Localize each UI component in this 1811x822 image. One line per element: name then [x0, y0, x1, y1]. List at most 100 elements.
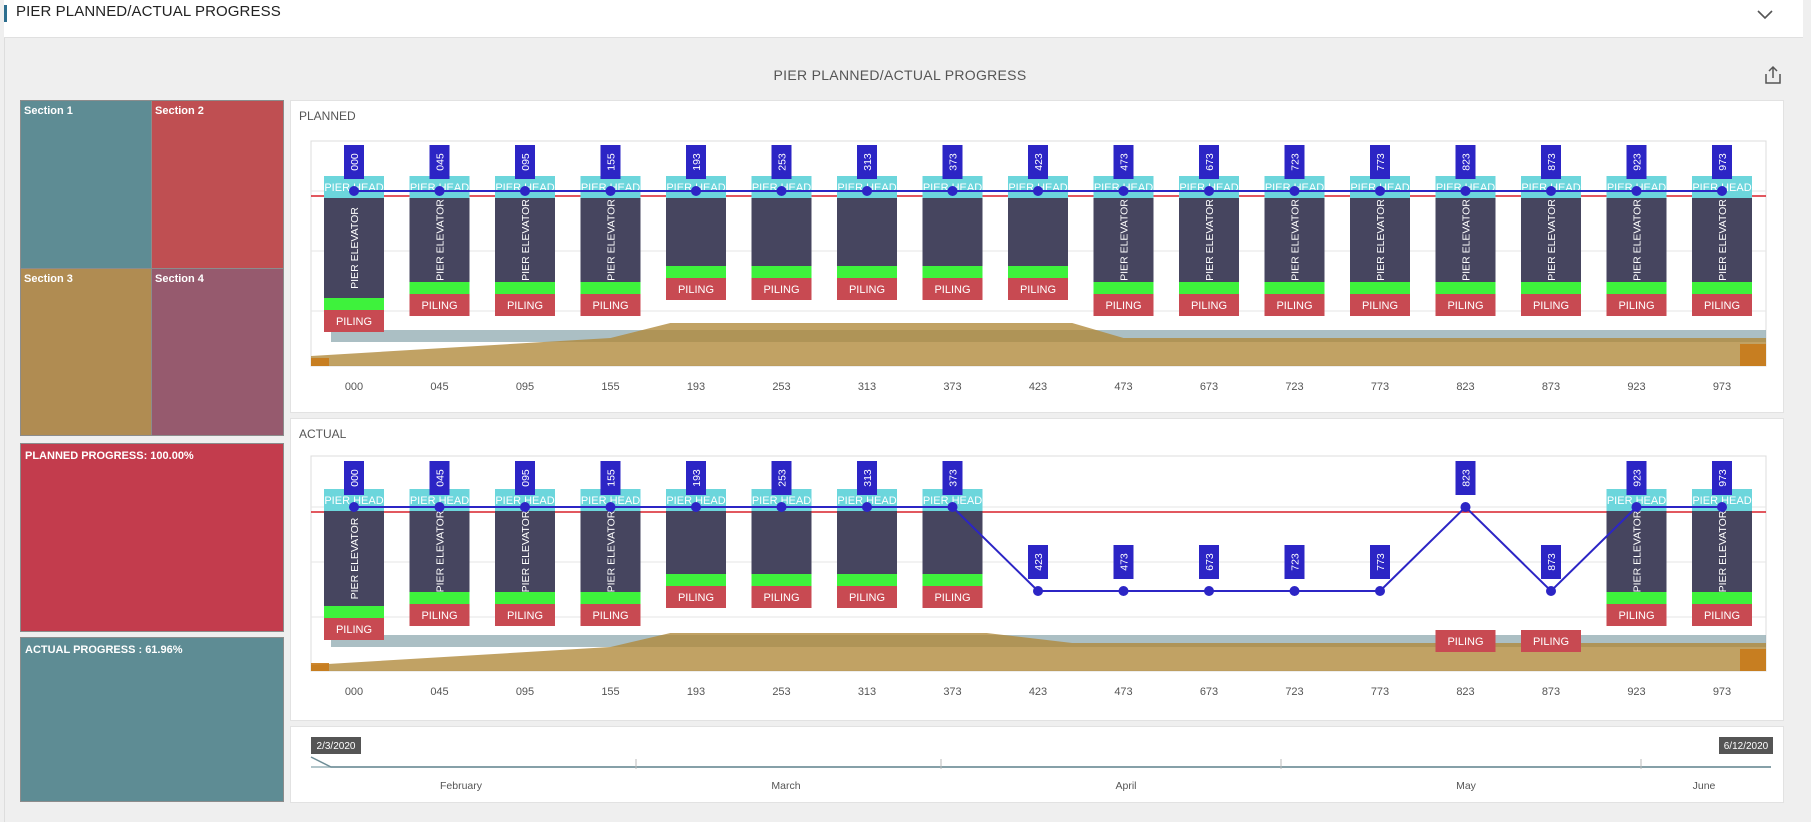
progress-marker — [1460, 502, 1471, 512]
progress-green-band — [751, 266, 812, 278]
pier-id-badge-label: 873 — [1546, 553, 1558, 571]
pier-elevator-bar — [1435, 198, 1496, 282]
progress-green-band — [1692, 592, 1752, 604]
export-share-icon[interactable] — [1762, 64, 1784, 86]
piling-bar — [1692, 294, 1752, 316]
actual-pier-chart: PIER HEAD PIER ELEVATOR PILING PIER HEAD PIE… — [310, 455, 1767, 698]
progress-green-band — [580, 282, 641, 294]
pier-id-badge — [1712, 461, 1732, 495]
pier-head-bar — [409, 489, 470, 511]
pier-head-bar — [666, 489, 726, 511]
progress-marker — [1204, 186, 1214, 196]
chevron-down-icon[interactable] — [1755, 4, 1775, 24]
x-tick-label: 873 — [1542, 381, 1560, 393]
pier-head-label: PIER HEAD — [666, 495, 725, 507]
piling-bar — [1521, 294, 1581, 316]
progress-green-band — [1093, 282, 1154, 294]
area-corner-left — [311, 358, 329, 366]
treemap-tile-section-3[interactable]: Section 3 — [20, 268, 152, 436]
piling-label: PILING — [507, 610, 543, 622]
piling-bar — [1606, 604, 1667, 626]
pier-elevator-bar — [751, 198, 812, 266]
progress-green-band — [1521, 282, 1581, 294]
pier-id-badge — [1455, 461, 1476, 495]
pier-id-badge-label: 823 — [1461, 153, 1473, 171]
piling-bar — [922, 278, 983, 300]
piling-label: PILING — [849, 284, 885, 296]
piling-bar — [495, 604, 555, 626]
pier-id-badge — [1712, 145, 1732, 179]
pier-head-bar — [751, 489, 812, 511]
pier-id-badge — [942, 145, 963, 179]
progress-green-band — [666, 266, 726, 278]
progress-marker — [605, 502, 616, 512]
pier-id-badge — [1028, 545, 1048, 579]
pier-elevator-bar — [837, 511, 897, 574]
treemap-tile-section-1[interactable]: Section 1 — [20, 100, 152, 269]
pier-id-badge — [1626, 461, 1647, 495]
progress-marker — [1289, 186, 1300, 196]
timeline-panel: February March April May June 2/3/2020 6/12/20… — [290, 726, 1784, 803]
piling-bar — [1435, 294, 1496, 316]
progress-green-band — [666, 574, 726, 586]
area-gold — [311, 633, 1766, 671]
treemap-tile-section-2[interactable]: Section 2 — [151, 100, 284, 269]
pier-elevator-bar — [409, 511, 470, 592]
piling-label: PILING — [1533, 300, 1569, 312]
x-tick-label: 045 — [430, 381, 448, 393]
piling-label: PILING — [1191, 300, 1227, 312]
x-tick-label: 193 — [687, 381, 705, 393]
pier-id-badge — [771, 461, 792, 495]
pier-id-badge-label: 773 — [1375, 153, 1387, 171]
progress-marker — [1033, 186, 1043, 196]
pier-id-badge — [857, 461, 877, 495]
pier-id-badge-label: 193 — [691, 469, 703, 487]
progress-green-band — [1606, 592, 1667, 604]
pier-id-badge-label: 673 — [1204, 153, 1216, 171]
progress-green-band — [837, 574, 897, 586]
piling-bar — [1179, 294, 1239, 316]
pier-id-badge-label: 373 — [948, 469, 960, 487]
progress-marker — [691, 186, 701, 196]
x-tick-label: 155 — [601, 686, 619, 698]
x-tick-label: 923 — [1627, 381, 1645, 393]
pier-head-bar — [324, 489, 384, 511]
pier-id-badge-label: 723 — [1290, 153, 1302, 171]
pier-head-label: PIER HEAD — [752, 495, 811, 507]
progress-marker — [520, 186, 530, 196]
progress-green-band — [495, 282, 555, 294]
pier-elevator-label: PIER ELEVATOR — [1461, 199, 1473, 281]
x-tick-label: 473 — [1114, 686, 1132, 698]
x-tick-label: 673 — [1200, 381, 1218, 393]
progress-marker — [349, 502, 359, 512]
pier-elevator-bar — [495, 198, 555, 282]
pier-elevator-bar — [922, 511, 983, 574]
actual-progress-card: ACTUAL PROGRESS : 61.96% — [20, 637, 284, 802]
x-tick-label: 313 — [858, 686, 876, 698]
pier-id-badge — [1284, 145, 1305, 179]
x-tick-label: 923 — [1627, 686, 1645, 698]
pier-id-badge — [686, 461, 706, 495]
piling-label: PILING — [1447, 300, 1483, 312]
progress-green-band — [1350, 282, 1410, 294]
pier-id-badge-label: 313 — [862, 153, 874, 171]
piling-label: PILING — [934, 284, 970, 296]
planned-progress-label: PLANNED PROGRESS: 100.00% — [25, 450, 194, 462]
progress-marker — [691, 502, 701, 512]
progress-marker — [1375, 586, 1385, 596]
piling-label: PILING — [1362, 300, 1398, 312]
treemap-tile-section-4[interactable]: Section 4 — [151, 268, 284, 436]
section-title: PIER PLANNED/ACTUAL PROGRESS — [16, 3, 281, 20]
planned-panel: PLANNED PIER HEAD PIER ELEVATOR PILING PIER… — [290, 100, 1784, 413]
pier-id-badge-label: 973 — [1717, 153, 1729, 171]
timeline-navigator[interactable]: February March April May June 2/3/2020 6/12/20… — [291, 727, 1785, 804]
piling-label: PILING — [763, 284, 799, 296]
pier-elevator-bar — [324, 511, 384, 606]
piling-label: PILING — [1447, 636, 1483, 648]
pier-elevator-bar — [1521, 198, 1581, 282]
x-tick-label: 773 — [1371, 686, 1389, 698]
progress-marker — [434, 502, 445, 512]
pier-id-badge-label: 253 — [777, 469, 789, 487]
pier-elevator-bar — [837, 198, 897, 266]
progress-marker — [1204, 586, 1214, 596]
